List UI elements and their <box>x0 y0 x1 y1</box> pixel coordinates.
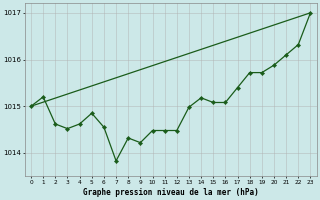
X-axis label: Graphe pression niveau de la mer (hPa): Graphe pression niveau de la mer (hPa) <box>83 188 259 197</box>
